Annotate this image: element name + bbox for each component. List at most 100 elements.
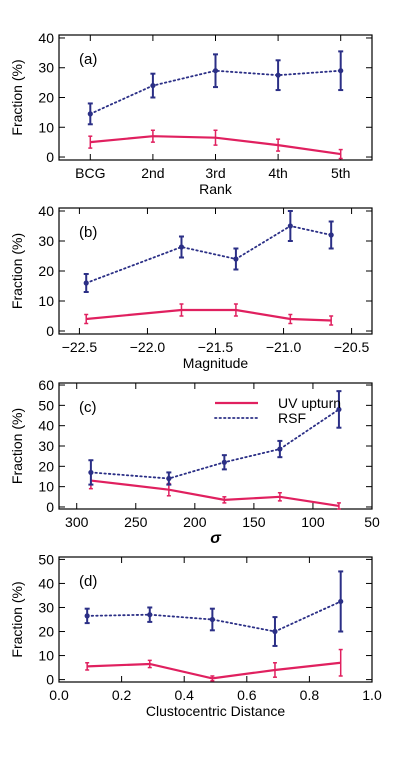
data-point [328,232,334,238]
x-tick-label: 300 [65,514,89,530]
series-uv-upturn [88,471,341,510]
data-point [336,406,342,413]
y-tick-label: 30 [38,60,54,76]
x-tick-label: 200 [183,514,207,530]
data-point [87,111,93,117]
y-axis-title: Fraction (%) [9,408,25,484]
data-point [84,613,90,619]
series-line [86,308,332,322]
x-tick-label: 0.6 [237,687,257,703]
x-tick-label: 5th [331,165,350,181]
y-tick-label: 40 [38,418,54,434]
x-tick-label: 4th [268,165,287,181]
data-point [166,475,172,482]
x-axis-title: σ [210,530,222,547]
series-rsf [87,50,344,126]
panel-label: (a) [79,51,97,68]
y-tick-label: 0 [46,323,54,339]
series-rsf [88,390,342,486]
y-tick-label: 30 [38,599,54,615]
data-point [83,280,89,286]
y-tick-label: 0 [46,499,54,515]
x-tick-label: 0.4 [174,687,194,703]
series-uv-upturn [85,648,343,682]
x-tick-label: 50 [364,514,380,530]
panel-d: 0 10 20 30 40 50 0.0 0.2 0.4 0.6 0.8 1.0 Clustocentr… [9,551,382,719]
x-tick-label: 0.0 [49,687,69,703]
series-line [89,69,342,115]
legend-label-rsf: RSF [278,410,306,426]
y-axis-title: Fraction (%) [9,233,25,309]
plot-frame [58,556,373,683]
legend-label-uv: UV upturn [278,395,341,411]
y-tick-label: 0 [46,149,54,165]
y-tick-label: 10 [38,293,54,309]
data-point [147,612,153,618]
x-axis-title: Clustocentric Distance [146,703,285,719]
x-tick-label: −22.5 [62,339,98,355]
x-tick-label: −20.5 [334,339,370,355]
x-tick-label: 0.2 [112,687,132,703]
data-point [221,459,227,465]
x-tick-label: −21.5 [198,339,234,355]
data-point [275,72,281,78]
y-tick-label: 40 [38,575,54,591]
panel-a: 0 10 20 30 40 BCG 2nd 3rd 4th 5th Rank Fraction (%)… [9,30,373,197]
series-uv-upturn [88,129,343,160]
y-axis-title: Fraction (%) [9,581,25,657]
panel-c: 0 10 20 30 40 50 60 300 250 200 150 100 50 σ Fraction … [9,377,380,547]
x-tick-label: 150 [242,514,266,530]
data-point [212,68,219,74]
x-tick-label: −21.0 [266,339,302,355]
data-point [338,598,344,605]
data-point [233,256,239,262]
x-tick-label: −22.0 [130,339,166,355]
x-tick-label: BCG [75,165,105,181]
panel-label: (b) [79,224,97,241]
x-axis-title: Magnitude [183,355,249,371]
y-tick-label: 50 [38,551,54,567]
x-tick-label: 0.8 [300,687,320,703]
panel-b: 0 10 20 30 40 −22.5 −22.0 −21.5 −21.0 −20.5 Magnit… [9,203,373,371]
data-point [150,82,156,89]
series-rsf [84,570,344,647]
y-tick-label: 60 [38,377,54,393]
x-tick-label: 250 [124,514,148,530]
data-point [88,469,94,476]
y-axis-title: Fraction (%) [9,59,25,135]
y-tick-label: 40 [38,30,54,46]
data-point [277,446,283,452]
y-tick-label: 10 [38,119,54,135]
series-rsf [83,210,334,293]
series-line [86,600,342,633]
x-tick-label: 3rd [205,165,225,181]
y-tick-label: 10 [38,479,54,495]
y-tick-label: 20 [38,458,54,474]
y-tick-label: 30 [38,438,54,454]
y-tick-label: 20 [38,263,54,279]
data-point [338,68,344,74]
y-tick-label: 30 [38,233,54,249]
data-point [178,244,185,250]
data-point [287,223,293,229]
data-point [272,628,278,635]
x-tick-label: 100 [301,514,325,530]
y-tick-label: 40 [38,203,54,219]
x-axis-title: Rank [199,181,233,197]
y-tick-label: 50 [38,397,54,413]
series-line [90,479,340,508]
data-point [209,616,215,623]
y-tick-label: 20 [38,624,54,640]
series-uv-upturn [84,303,334,326]
y-tick-label: 10 [38,648,54,664]
series-line [85,225,333,284]
y-tick-label: 0 [46,672,54,688]
y-tick-label: 20 [38,90,54,106]
plot-frame [58,207,373,335]
panel-label: (d) [79,573,97,590]
x-tick-label: 2nd [141,165,164,181]
x-tick-label: 1.0 [362,687,382,703]
panel-label: (c) [79,399,97,416]
